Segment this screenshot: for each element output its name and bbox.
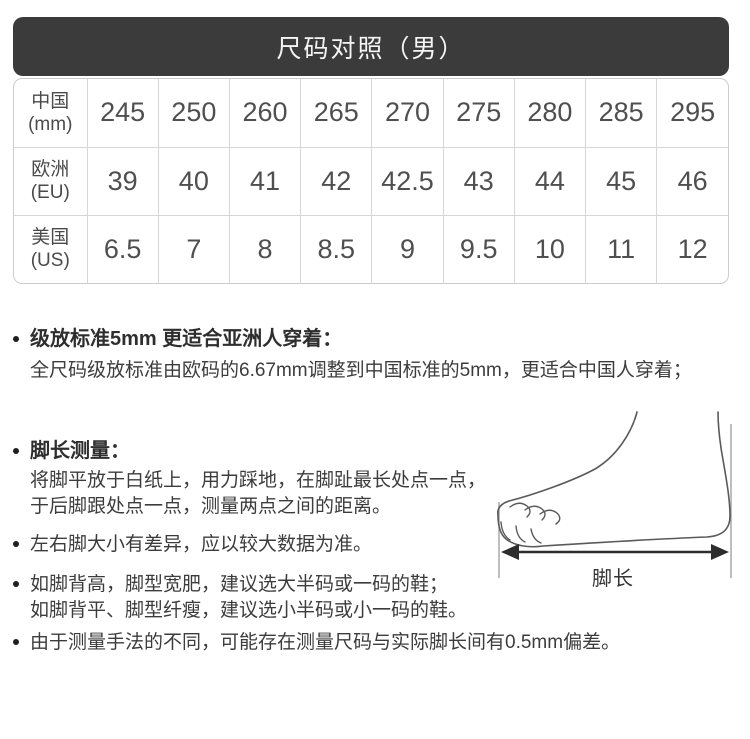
bullet-dot-icon bbox=[13, 336, 19, 343]
size-cell: 46 bbox=[656, 146, 728, 216]
note-measure-title: 脚长测量： bbox=[13, 434, 130, 463]
size-cell: 10 bbox=[513, 214, 587, 283]
bullet-dot-icon bbox=[13, 581, 19, 588]
size-cell: 11 bbox=[585, 214, 658, 283]
size-cell: 44 bbox=[513, 146, 587, 216]
row-header-region: 欧洲 bbox=[31, 159, 70, 180]
toe-curl-icon bbox=[509, 502, 531, 518]
table-row-china: 中国 (mm) 245 250 260 265 270 275 280 285 … bbox=[14, 79, 728, 148]
row-header-unit: (US) bbox=[30, 250, 70, 272]
toe-curl-icon bbox=[539, 509, 561, 525]
foot-length-diagram: 脚长 bbox=[485, 410, 741, 600]
note-line: 左右脚大小有差异，应以较大数据为准。 bbox=[30, 534, 373, 555]
size-cell: 7 bbox=[157, 214, 230, 283]
table-row-us: 美国 (US) 6.5 7 8 8.5 9 9.5 10 11 12 bbox=[14, 214, 728, 283]
note-line: 如脚背平、脚型纤瘦，建议选小半码或小一码的鞋。 bbox=[30, 600, 468, 621]
size-table: 中国 (mm) 245 250 260 265 270 275 280 285 … bbox=[14, 79, 728, 283]
size-cell: 8 bbox=[228, 214, 302, 283]
size-cell: 245 bbox=[86, 79, 159, 148]
foot-outline-svg bbox=[497, 411, 732, 578]
note-line: 全尺码级放标准由欧码的6.67mm调整到中国标准的5mm，更适合中国人穿着； bbox=[30, 360, 692, 381]
row-header-unit: (mm) bbox=[28, 113, 73, 135]
note-line: 将脚平放于白纸上，用力踩地，在脚趾最长处点一点， bbox=[30, 470, 487, 491]
note-left-right-difference: 左右脚大小有差异，应以较大数据为准。 bbox=[13, 532, 372, 558]
size-cell: 42.5 bbox=[371, 146, 444, 216]
toe-tip-icon bbox=[515, 525, 526, 543]
size-cell: 41 bbox=[228, 146, 302, 216]
size-cell: 39 bbox=[86, 146, 159, 216]
note-title-text: 脚长测量： bbox=[30, 440, 130, 462]
bullet-dot-icon bbox=[13, 639, 19, 646]
size-cell: 12 bbox=[656, 214, 728, 283]
arrow-left-head-icon bbox=[501, 544, 519, 560]
bullet-dot-icon bbox=[13, 448, 19, 455]
note-foot-shape-advice: 如脚背高，脚型宽肥，建议选大半码或一码的鞋； 如脚背平、脚型纤瘦，建议选小半码或… bbox=[13, 572, 467, 624]
size-cell: 285 bbox=[585, 79, 658, 148]
row-header-region: 美国 bbox=[31, 227, 70, 249]
row-header-europe: 欧洲 (EU) bbox=[14, 146, 88, 216]
note-grading-body: 全尺码级放标准由欧码的6.67mm调整到中国标准的5mm，更适合中国人穿着； bbox=[13, 358, 692, 384]
size-cell: 6.5 bbox=[86, 214, 159, 283]
row-header-us: 美国 (US) bbox=[14, 214, 88, 283]
size-cell: 260 bbox=[228, 79, 302, 148]
size-cell: 45 bbox=[585, 146, 658, 216]
note-line: 于后脚跟处点一点，测量两点之间的距离。 bbox=[30, 496, 392, 517]
size-cell: 270 bbox=[371, 79, 444, 148]
size-cell: 40 bbox=[157, 146, 230, 216]
size-cell: 8.5 bbox=[300, 214, 373, 283]
note-title-text: 级放标准5mm 更适合亚洲人穿着： bbox=[30, 328, 343, 350]
bullet-dot-icon bbox=[13, 541, 19, 548]
toe-tip-icon bbox=[500, 521, 511, 541]
note-measure-body: 将脚平放于白纸上，用力踩地，在脚趾最长处点一点， 于后脚跟处点一点，测量两点之间… bbox=[13, 468, 486, 520]
size-cell: 280 bbox=[513, 79, 587, 148]
size-cell: 9 bbox=[371, 214, 444, 283]
note-line: 如脚背高，脚型宽肥，建议选大半码或一码的鞋； bbox=[30, 574, 449, 595]
size-cell: 9.5 bbox=[442, 214, 515, 283]
size-chart: 尺码对照（男） 中国 (mm) 245 250 260 265 270 275 … bbox=[13, 17, 729, 284]
chart-title: 尺码对照（男） bbox=[276, 34, 466, 63]
toe-curl-icon bbox=[524, 505, 546, 521]
size-cell: 43 bbox=[442, 146, 515, 216]
arrow-right-head-icon bbox=[711, 544, 729, 560]
size-cell: 265 bbox=[300, 79, 373, 148]
table-row-europe: 欧洲 (EU) 39 40 41 42 42.5 43 44 45 46 bbox=[14, 146, 728, 216]
foot-length-label: 脚长 bbox=[592, 568, 634, 590]
size-cell: 295 bbox=[656, 79, 728, 148]
size-table-frame: 中国 (mm) 245 250 260 265 270 275 280 285 … bbox=[13, 78, 729, 284]
chart-title-bar: 尺码对照（男） bbox=[13, 17, 729, 76]
foot-outline-path bbox=[497, 411, 731, 548]
row-header-unit: (EU) bbox=[30, 182, 70, 203]
row-header-region: 中国 bbox=[31, 90, 70, 112]
size-cell: 250 bbox=[157, 79, 230, 148]
note-line: 由于测量手法的不同，可能存在测量尺码与实际脚长间有0.5mm偏差。 bbox=[30, 632, 621, 653]
size-cell: 42 bbox=[300, 146, 373, 216]
toe-tip-icon bbox=[530, 528, 542, 544]
note-deviation: 由于测量手法的不同，可能存在测量尺码与实际脚长间有0.5mm偏差。 bbox=[13, 630, 620, 656]
note-grading-title: 级放标准5mm 更适合亚洲人穿着： bbox=[13, 322, 342, 351]
row-header-china: 中国 (mm) bbox=[14, 79, 88, 148]
size-cell: 275 bbox=[442, 79, 515, 148]
